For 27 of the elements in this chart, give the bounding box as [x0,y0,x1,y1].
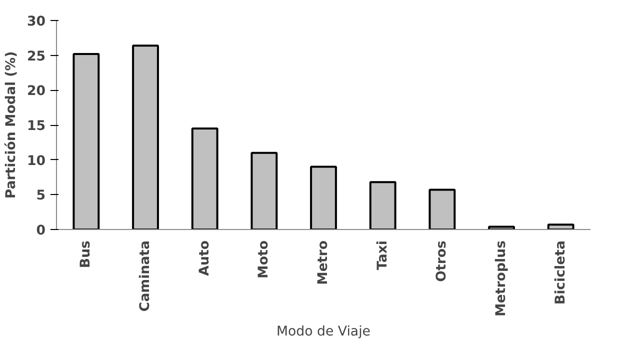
x-tick-label: Auto [197,240,212,276]
x-axis-title: Modo de Viaje [276,324,370,340]
y-tick-label: 20 [26,84,46,100]
x-tick-label: Bus [78,240,94,268]
y-tick-label: 5 [36,188,46,204]
bar [369,181,396,230]
x-tick-label: Moto [256,240,272,278]
bar [488,226,515,230]
y-tick-label: 10 [26,154,46,169]
y-axis-title: Partición Modal (%) [4,51,19,199]
y-tick-label: 0 [36,224,46,238]
x-tick-label: Taxi [375,240,390,270]
bar [132,44,159,230]
x-tick-label: Otros [434,240,450,282]
x-tick-label: Bicicleta [553,240,568,305]
bar [250,152,278,230]
y-tick-label: 30 [26,14,46,30]
x-tick-label: Metroplus [494,240,509,316]
y-tick-label: 15 [26,119,46,134]
bar [428,188,456,230]
bar [191,127,218,230]
bar [547,224,574,230]
x-tick-label: Caminata [138,240,153,312]
bar [72,52,100,230]
y-tick-label: 25 [26,49,46,64]
bar [310,166,337,230]
x-tick-label: Metro [316,240,331,285]
